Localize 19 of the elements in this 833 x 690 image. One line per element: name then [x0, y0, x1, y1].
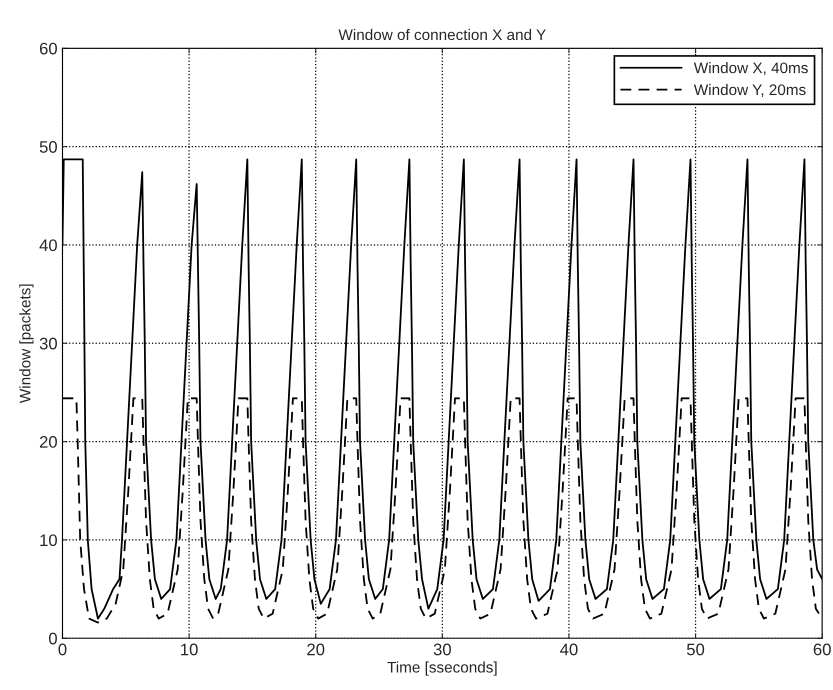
- y-tick-label: 20: [40, 436, 57, 448]
- x-tick-label: 40: [560, 644, 578, 656]
- legend-label: Window X, 40ms: [694, 62, 808, 76]
- y-tick-label: 30: [40, 338, 57, 350]
- x-tick-label: 30: [434, 644, 451, 656]
- chart-title: Window of connection X and Y: [338, 28, 546, 40]
- y-axis-title: Window [packets]: [19, 284, 34, 404]
- y-tick-label: 60: [40, 42, 57, 55]
- legend-label: Window Y, 20ms: [694, 84, 806, 97]
- y-tick-label: 0: [48, 632, 57, 644]
- x-tick-label: 0: [58, 644, 66, 656]
- x-tick-label: 10: [181, 644, 198, 656]
- y-tick-label: 50: [40, 141, 57, 153]
- x-tick-label: 20: [307, 644, 324, 656]
- y-tick-label: 10: [40, 534, 57, 546]
- x-tick-label: 50: [686, 644, 704, 656]
- x-tick-label: 60: [814, 644, 831, 656]
- y-tick-label: 40: [39, 239, 57, 252]
- x-axis-title: Time [sseconds]: [387, 661, 497, 676]
